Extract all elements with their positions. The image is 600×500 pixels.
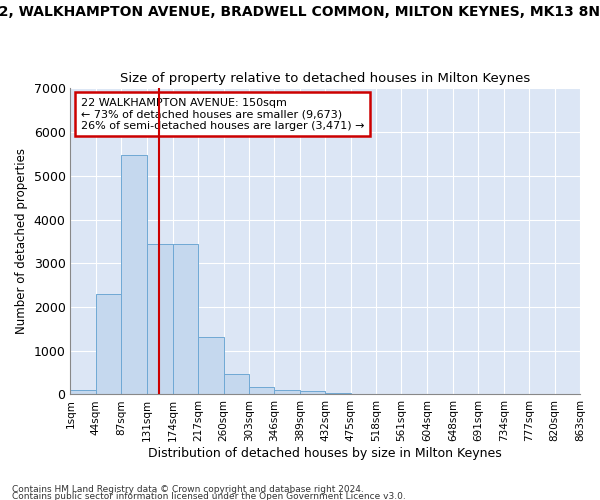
Bar <box>274 390 300 394</box>
Bar <box>70 390 96 394</box>
Text: Contains HM Land Registry data © Crown copyright and database right 2024.: Contains HM Land Registry data © Crown c… <box>12 486 364 494</box>
Y-axis label: Number of detached properties: Number of detached properties <box>15 148 28 334</box>
Bar <box>198 337 224 394</box>
Text: 22 WALKHAMPTON AVENUE: 150sqm
← 73% of detached houses are smaller (9,673)
26% o: 22 WALKHAMPTON AVENUE: 150sqm ← 73% of d… <box>80 98 364 131</box>
Bar <box>121 156 147 394</box>
Bar <box>173 244 198 394</box>
Bar <box>325 393 350 394</box>
Bar <box>300 391 325 394</box>
Bar <box>96 294 121 394</box>
Text: 22, WALKHAMPTON AVENUE, BRADWELL COMMON, MILTON KEYNES, MK13 8NH: 22, WALKHAMPTON AVENUE, BRADWELL COMMON,… <box>0 5 600 19</box>
Text: Contains public sector information licensed under the Open Government Licence v3: Contains public sector information licen… <box>12 492 406 500</box>
X-axis label: Distribution of detached houses by size in Milton Keynes: Distribution of detached houses by size … <box>148 447 502 460</box>
Title: Size of property relative to detached houses in Milton Keynes: Size of property relative to detached ho… <box>120 72 530 85</box>
Bar <box>249 387 274 394</box>
Bar <box>147 244 173 394</box>
Bar <box>224 374 249 394</box>
